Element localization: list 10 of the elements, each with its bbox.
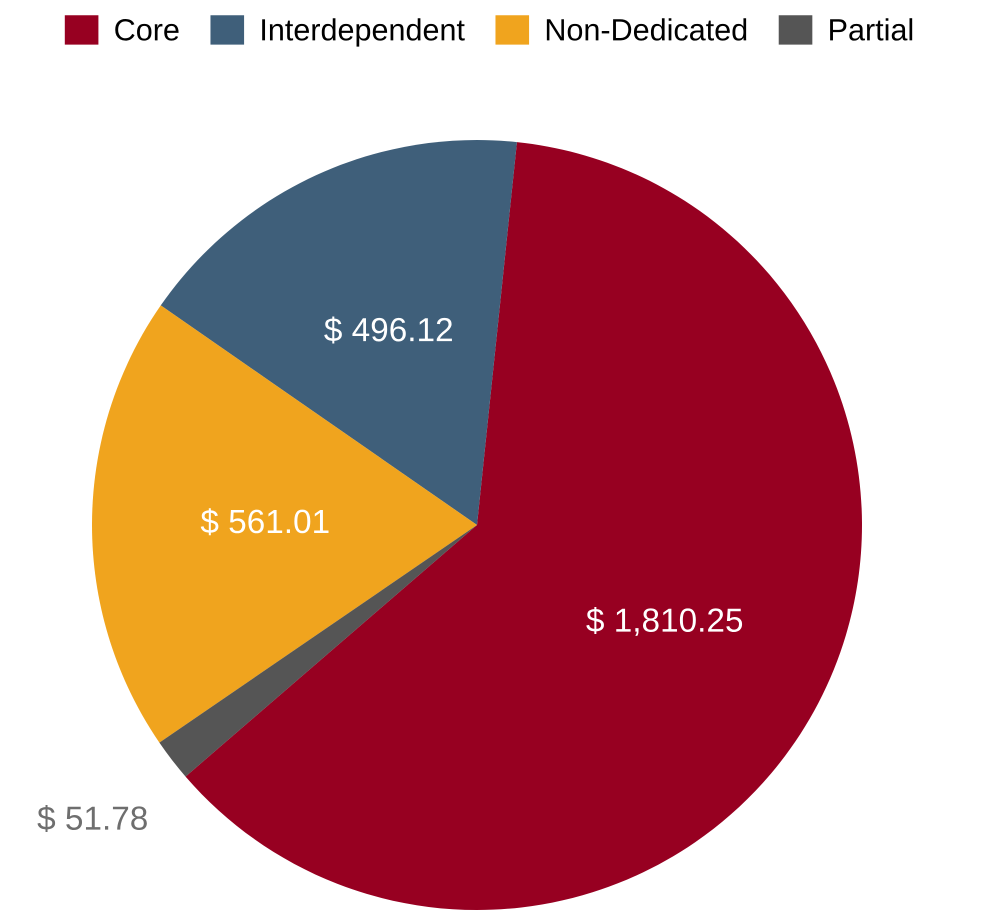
data-label: $ 51.78 xyxy=(37,804,147,832)
data-label: $ 561.01 xyxy=(200,508,329,536)
pie-slice xyxy=(186,142,862,910)
legend-label: Interdependent xyxy=(262,18,465,47)
data-label: $ 1,810.25 xyxy=(586,606,742,636)
legend-label: Non-Dedicated xyxy=(546,18,746,41)
data-label: $ 496.12 xyxy=(324,316,452,344)
legend-label: Core xyxy=(115,18,179,41)
legend-label: Partial xyxy=(830,18,912,41)
pie-slice xyxy=(92,305,477,743)
